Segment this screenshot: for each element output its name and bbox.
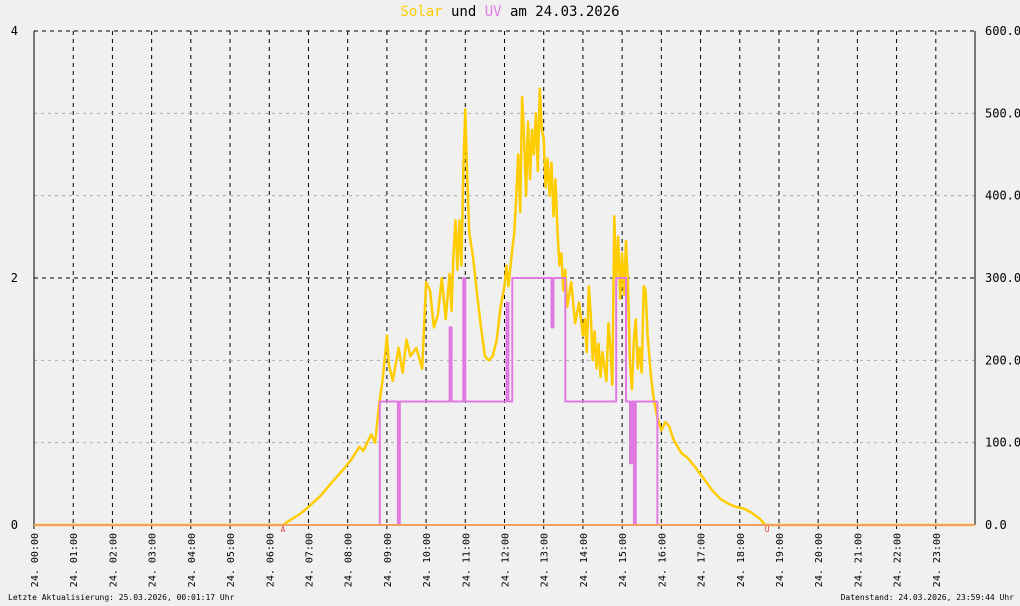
y-right-tick-label: 100.0 bbox=[985, 436, 1020, 450]
x-tick-label: 24. 11:00 bbox=[461, 533, 472, 587]
x-tick-label: 24. 17:00 bbox=[697, 533, 708, 587]
x-tick-label: 24. 03:00 bbox=[148, 533, 159, 587]
y-right-tick-label: 500.0 bbox=[985, 106, 1020, 120]
x-tick-label: 24. 23:00 bbox=[932, 533, 943, 587]
title-und: und bbox=[442, 4, 485, 20]
y-left-tick-label: 0 bbox=[11, 518, 18, 532]
x-tick-label: 24. 16:00 bbox=[657, 533, 668, 587]
y-right-tick-label: 600.0 bbox=[985, 24, 1020, 38]
x-tick-label: 24. 19:00 bbox=[775, 533, 786, 587]
title-solar: Solar bbox=[400, 4, 443, 20]
uv-series-line bbox=[34, 277, 975, 526]
x-tick-label: 24. 20:00 bbox=[814, 533, 825, 587]
y-right-tick-label: 200.0 bbox=[985, 353, 1020, 367]
y-right-tick-label: 0.0 bbox=[985, 518, 1007, 532]
x-tick-label: 24. 14:00 bbox=[579, 533, 590, 587]
x-tick-label: 24. 00:00 bbox=[30, 533, 41, 587]
solar-series-line bbox=[34, 87, 975, 527]
y-left-tick-label: 2 bbox=[11, 271, 18, 285]
y-right-tick-label: 300.0 bbox=[985, 271, 1020, 285]
title-date: am 24.03.2026 bbox=[501, 4, 620, 20]
sunrise-marker: A bbox=[281, 525, 286, 534]
x-tick-label: 24. 02:00 bbox=[108, 533, 119, 587]
x-tick-label: 24. 07:00 bbox=[304, 533, 315, 587]
x-tick-label: 24. 13:00 bbox=[540, 533, 551, 587]
x-tick-label: 24. 08:00 bbox=[344, 533, 355, 587]
sunset-marker: U bbox=[765, 525, 770, 534]
x-tick-label: 24. 06:00 bbox=[265, 533, 276, 587]
tick-labels: A U24. 00:00 24. 01:00 24. 02:00 24. 03:00 24… bbox=[11, 24, 1020, 587]
x-tick-label: 24. 15:00 bbox=[618, 533, 629, 587]
x-tick-label: 24. 04:00 bbox=[187, 533, 198, 587]
footer-last-update: Letzte Aktualisierung: 25.03.2026, 00:01… bbox=[8, 593, 235, 602]
x-tick-label: 24. 18:00 bbox=[736, 533, 747, 587]
y-right-tick-label: 400.0 bbox=[985, 189, 1020, 203]
x-tick-label: 24. 12:00 bbox=[501, 533, 512, 587]
x-tick-label: 24. 10:00 bbox=[422, 533, 433, 587]
x-tick-label: 24. 21:00 bbox=[853, 533, 864, 587]
series-layer bbox=[34, 87, 975, 527]
x-tick-label: 24. 05:00 bbox=[226, 533, 237, 587]
chart-title: Solar und UV am 24.03.2026 bbox=[0, 4, 1020, 20]
title-uv: UV bbox=[484, 4, 502, 20]
footer-data-state: Datenstand: 24.03.2026, 23:59:44 Uhr bbox=[840, 593, 1014, 602]
x-tick-label: 24. 09:00 bbox=[383, 533, 394, 587]
y-left-tick-label: 4 bbox=[11, 24, 18, 38]
x-tick-label: 24. 22:00 bbox=[893, 533, 904, 587]
x-tick-label: 24. 01:00 bbox=[69, 533, 80, 587]
